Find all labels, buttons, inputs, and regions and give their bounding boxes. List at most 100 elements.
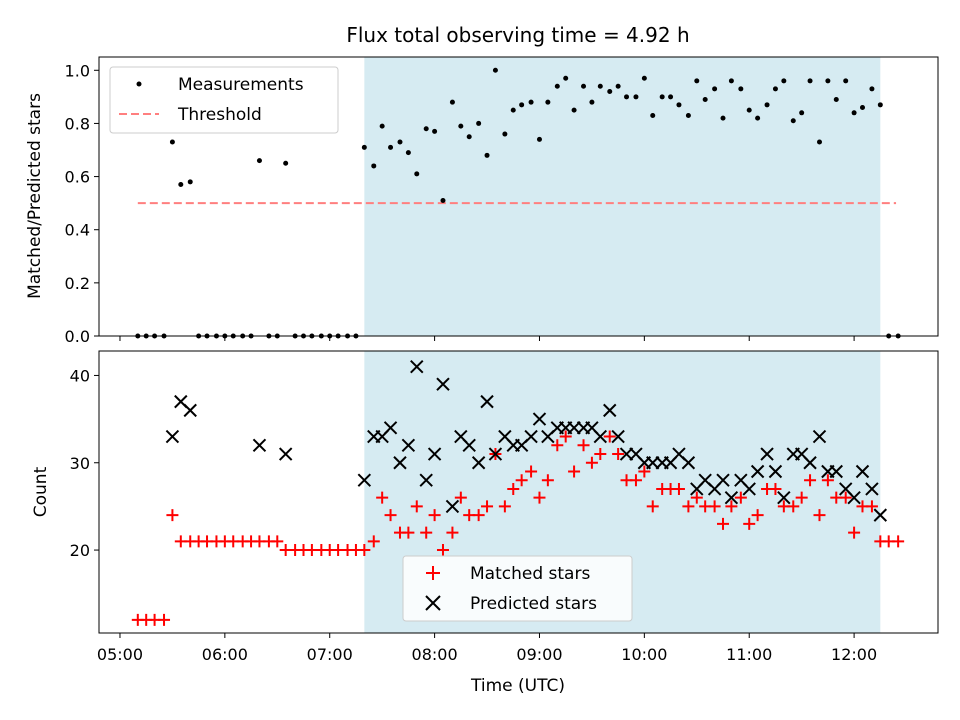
measurement-point	[720, 115, 726, 121]
predicted-stars-point	[462, 438, 476, 452]
measurement-point	[607, 89, 613, 95]
legend-matched-label: Matched stars	[470, 564, 590, 584]
predicted-stars-point	[603, 403, 617, 418]
predicted-stars-point	[445, 499, 460, 514]
matched-stars-point	[525, 465, 538, 478]
measurement-point	[484, 152, 490, 158]
matched-stars-point	[507, 482, 520, 495]
predicted-stars-point	[750, 464, 765, 479]
measurement-point	[869, 86, 875, 92]
matched-stars-point	[367, 535, 380, 548]
matched-stars-point	[585, 456, 598, 469]
matched-stars-point	[795, 491, 808, 504]
matched-stars-point	[865, 500, 878, 513]
predicted-stars-point	[480, 394, 494, 409]
matched-stars-point	[158, 613, 171, 626]
top-y-axis-label: Matched/Predicted stars	[25, 93, 45, 299]
measurement-point	[738, 86, 744, 92]
predicted-stars-point	[829, 464, 843, 479]
predicted-stars-point	[278, 447, 293, 461]
predicted-stars-point	[760, 447, 774, 461]
predicted-stars-point	[619, 447, 634, 461]
top-legend-box	[109, 66, 339, 134]
measurement-point	[397, 139, 403, 145]
measurement-point	[633, 94, 639, 100]
predicted-stars-point	[419, 473, 433, 487]
legend-measurements-marker	[136, 81, 142, 87]
predicted-stars-point	[567, 421, 581, 435]
measurement-point	[545, 99, 551, 105]
matched-stars-point	[533, 491, 546, 504]
matched-stars-point	[603, 430, 616, 443]
bottom-y-axis-label: Count	[31, 466, 51, 517]
x-tick-label: 11:00	[726, 645, 772, 664]
legend-predicted-label: Predicted stars	[470, 594, 597, 614]
matched-stars-point	[436, 544, 449, 557]
bottom-panel: 20 30 40 05:00 06:00 07:00 08:00 09:00 10:00 11:0…	[31, 350, 939, 696]
matched-stars-point	[594, 448, 607, 461]
matched-stars-point	[446, 526, 459, 539]
measurement-point	[746, 107, 752, 113]
predicted-stars-point	[768, 464, 783, 479]
measurement-point	[624, 94, 630, 100]
predicted-stars-point	[524, 429, 538, 444]
predicted-stars-point	[488, 447, 503, 461]
matched-stars-point	[420, 526, 433, 539]
measurement-point	[283, 160, 289, 166]
bottom-axes-frame	[98, 350, 939, 634]
top-y-tick-label: 0.2	[65, 274, 90, 293]
legend-measurements-label: Measurements	[178, 75, 304, 95]
matched-stars-point	[646, 500, 659, 513]
measurement-point	[851, 110, 857, 116]
bottom-axis-ticks: 20 30 40 05:00 06:00 07:00 08:00 09:00 10:00 11:0…	[70, 366, 878, 664]
measurement-point	[694, 78, 700, 84]
chart-title: Flux total observing time = 4.92 h	[346, 23, 689, 47]
measurement-point	[877, 102, 883, 108]
measurement-point	[781, 78, 787, 84]
matched-stars-point	[734, 491, 747, 504]
matched-stars-point	[515, 474, 528, 487]
measurement-point	[764, 102, 770, 108]
matched-stars-point	[769, 482, 782, 495]
measurement-point	[581, 83, 587, 89]
measurement-point	[466, 134, 472, 140]
measurement-point	[685, 112, 691, 118]
measurement-point	[371, 163, 377, 169]
measurement-point	[589, 99, 595, 105]
measurement-point	[554, 83, 560, 89]
matched-stars-point	[848, 526, 861, 539]
measurement-point	[536, 136, 542, 142]
predicted-stars-point	[183, 403, 197, 418]
measurement-point	[502, 131, 508, 137]
legend-threshold-label: Threshold	[177, 105, 262, 125]
predicted-stars-point	[611, 429, 625, 444]
matched-stars-point	[682, 500, 695, 513]
predicted-stars-point	[812, 429, 827, 444]
matched-stars-point	[376, 491, 389, 504]
matched-stars-point	[384, 509, 397, 522]
top-axis-ticks: 0.0 0.2 0.4 0.6 0.8 1.0	[65, 61, 855, 346]
measurement-point	[772, 86, 778, 92]
measurement-point	[799, 110, 805, 116]
predicted-stars-point	[436, 377, 450, 391]
top-axes-frame	[98, 56, 939, 337]
top-y-tick-label: 0.8	[65, 114, 90, 133]
measurement-point	[405, 150, 411, 156]
matched-stars-point	[428, 509, 441, 522]
matched-stars-point	[271, 535, 284, 548]
x-axis-label: Time (UTC)	[470, 676, 565, 696]
measurement-point	[361, 144, 367, 150]
measurement-point	[676, 102, 682, 108]
x-tick-label: 12:00	[831, 645, 877, 664]
predicted-stars-point	[777, 490, 791, 505]
measurement-point	[728, 78, 734, 84]
measurement-point	[440, 197, 446, 203]
predicted-stars-point	[855, 464, 870, 479]
measurement-point	[519, 102, 525, 108]
matched-stars-point	[541, 474, 554, 487]
matched-stars-point	[892, 535, 905, 548]
predicted-stars-point	[646, 456, 660, 470]
measurement-point	[256, 158, 262, 164]
matched-stars-point	[821, 474, 834, 487]
